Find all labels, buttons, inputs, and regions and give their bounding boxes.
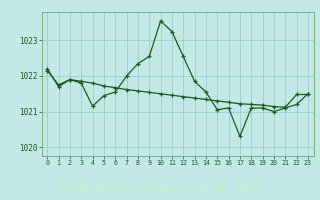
Text: Graphe pression niveau de la mer (hPa): Graphe pression niveau de la mer (hPa) — [58, 185, 262, 194]
